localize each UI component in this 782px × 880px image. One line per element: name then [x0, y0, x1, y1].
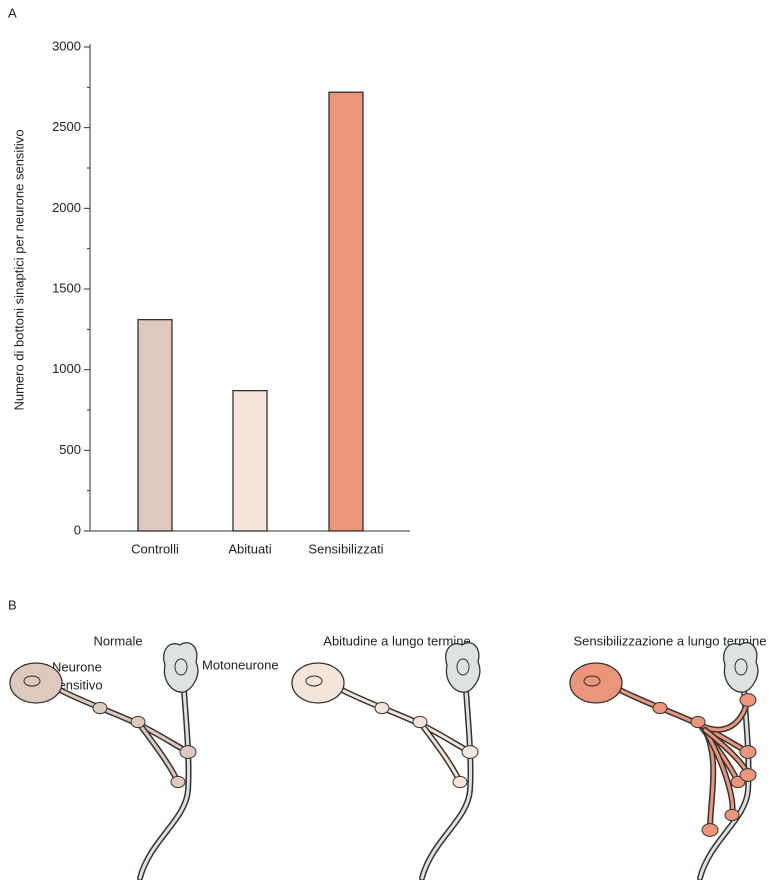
panel-label: A	[8, 5, 17, 20]
x-tick-label: Sensibilizzati	[308, 541, 383, 556]
nucleus	[174, 658, 188, 676]
nucleus	[305, 675, 323, 687]
synaptic-bouton	[690, 715, 706, 729]
synaptic-bouton	[739, 693, 757, 707]
sensory-label: Neurone	[52, 659, 102, 674]
synaptic-bouton	[652, 701, 668, 715]
sensory-body	[9, 662, 63, 704]
motoneuron-body	[723, 642, 759, 693]
panel-title: Normale	[93, 633, 142, 648]
panel-label: B	[8, 597, 17, 612]
axon	[698, 688, 751, 880]
synaptic-bouton	[724, 808, 740, 822]
x-tick-label: Abituati	[228, 541, 271, 556]
sensory-body	[291, 662, 345, 704]
synaptic-bouton	[374, 701, 390, 715]
motoneuron-body	[163, 642, 199, 693]
nucleus	[583, 675, 601, 687]
synaptic-bouton	[739, 745, 757, 759]
y-axis-label: Numero di bottoni sinaptici per neurone …	[11, 129, 26, 410]
y-tick-label: 2500	[52, 119, 81, 134]
sensory-label: sensitivo	[52, 677, 103, 692]
synaptic-bouton	[179, 745, 197, 759]
synaptic-bouton	[92, 701, 108, 715]
bar	[137, 319, 173, 532]
y-tick-label: 2000	[52, 200, 81, 215]
motor-label: Motoneurone	[202, 657, 279, 672]
neuron-diagram	[569, 642, 759, 880]
synaptic-bouton	[461, 745, 479, 759]
bar	[328, 91, 364, 532]
nucleus	[23, 675, 41, 687]
neuron-diagram	[9, 642, 199, 880]
synaptic-bouton	[701, 823, 719, 837]
nucleus	[456, 658, 470, 676]
panel-title: Abitudine a lungo termine	[323, 633, 470, 648]
panel-title: Sensibilizzazione a lungo termine	[574, 633, 767, 648]
y-tick-label: 1500	[52, 280, 81, 295]
synaptic-bouton	[452, 775, 468, 789]
y-tick-label: 3000	[52, 38, 81, 53]
synaptic-bouton	[412, 715, 428, 729]
synaptic-bouton	[739, 768, 757, 782]
nucleus	[734, 658, 748, 676]
synaptic-bouton	[170, 775, 186, 789]
y-tick-label: 0	[74, 522, 81, 537]
motoneuron-body	[445, 642, 481, 693]
y-tick-label: 1000	[52, 361, 81, 376]
sensory-body	[569, 662, 623, 704]
y-tick-label: 500	[59, 442, 81, 457]
neuron-diagram	[291, 642, 481, 880]
x-tick-label: Controlli	[131, 541, 179, 556]
axon	[138, 688, 191, 880]
synaptic-bouton	[130, 715, 146, 729]
bar	[232, 390, 268, 532]
diagrams	[9, 642, 759, 880]
axon	[420, 688, 473, 880]
